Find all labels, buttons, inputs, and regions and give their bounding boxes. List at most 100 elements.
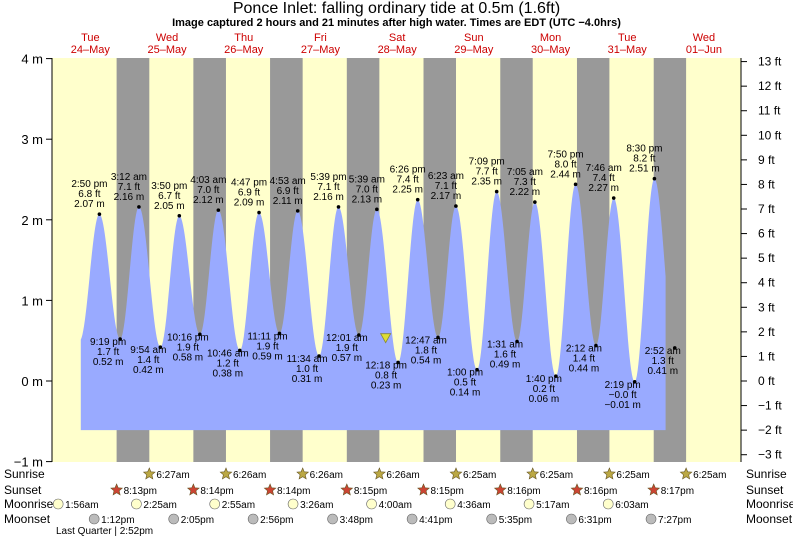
tide-label-time: 1:40 pm — [526, 374, 562, 385]
tide-label-m: 0.49 m — [490, 360, 521, 371]
moonrise-time: 2:25am — [143, 500, 176, 511]
tide-label-time: 5:39 pm — [310, 172, 346, 183]
tide-label-ft: 6.7 ft — [158, 191, 180, 202]
moonrise-icon — [366, 498, 377, 510]
moonrise-icon — [131, 498, 142, 510]
star-icon — [679, 467, 693, 480]
tide-label-m: 0.14 m — [450, 388, 481, 399]
moonrise-time: 5:17am — [536, 500, 569, 511]
tide-label-m: 2.27 m — [588, 183, 619, 194]
tide-label-ft: 1.8 ft — [415, 345, 437, 356]
sunrise-time: 6:25am — [540, 470, 573, 481]
right-tick-label: 4 ft — [758, 276, 775, 290]
tide-label-m: 2.12 m — [193, 195, 224, 206]
tide-label-ft: 7.4 ft — [593, 173, 615, 184]
tide-label-ft: 0.8 ft — [375, 370, 397, 381]
tide-point — [177, 213, 182, 218]
moonset-time: 5:35pm — [499, 515, 532, 526]
moonset-icon — [645, 513, 657, 525]
tide-label-time: 9:54 am — [130, 345, 166, 356]
tide-label-time: 7:50 pm — [548, 149, 584, 160]
tide-point — [158, 345, 163, 349]
tide-label-time: 7:46 am — [586, 163, 622, 174]
moonset-icon — [406, 513, 418, 525]
tide-label-ft: 7.1 ft — [317, 182, 339, 193]
tide-water-area — [80, 178, 666, 431]
star-icon — [340, 483, 354, 496]
tide-label-ft: 7.0 ft — [197, 185, 219, 196]
moonset-time: 3:48pm — [340, 515, 373, 526]
right-tick-label: 13 ft — [758, 55, 782, 69]
moonset-time: 1:12pm — [101, 515, 134, 526]
moonrise-time: 4:00am — [379, 500, 412, 511]
tide-point — [475, 367, 479, 372]
tide-label-ft: 8.2 ft — [633, 154, 655, 165]
tide-point — [357, 333, 361, 337]
right-tick-label: −1 ft — [758, 399, 782, 413]
tide-label-m: 2.11 m — [273, 196, 303, 207]
tide-label-m: 2.22 m — [510, 187, 541, 198]
tide-label-m: 0.38 m — [213, 368, 244, 379]
tide-label-m: 0.58 m — [173, 352, 204, 363]
moonrise-time: 3:26am — [300, 500, 333, 511]
right-tick-label: −3 ft — [758, 448, 782, 462]
tide-label-time: 2:12 am — [566, 344, 602, 355]
tide-label-m: 0.59 m — [252, 351, 283, 362]
tide-label-ft: 7.3 ft — [514, 177, 536, 188]
right-tick-label: 2 ft — [758, 325, 775, 339]
sunset-time: 8:15pm — [354, 486, 387, 497]
tide-point — [238, 348, 242, 353]
tide-point — [494, 189, 499, 194]
day-label: Wed 25–May — [147, 32, 187, 56]
tide-label-ft: 1.9 ft — [336, 343, 358, 354]
right-tick-label: 3 ft — [758, 300, 775, 314]
tide-point — [396, 360, 400, 365]
axes: 4 m 3 m 2 m 1 m 0 m −1 m 13 ft 12 ft 11 ft 10 ft 9… — [14, 52, 783, 470]
tide-label-m: 2.25 m — [392, 185, 423, 196]
tide-label-time: 4:03 am — [190, 175, 226, 186]
tide-label-time: 2:50 pm — [71, 179, 107, 190]
sunrise-time: 6:25am — [616, 470, 649, 481]
moonrise-time: 1:56am — [65, 500, 98, 511]
tide-point — [375, 207, 379, 212]
sunrise-time: 6:26am — [233, 470, 266, 481]
moonrise-icon — [52, 498, 64, 510]
sunset-row-label-right: Sunset — [746, 483, 784, 497]
tide-label-m: 0.54 m — [411, 355, 442, 366]
tide-point — [257, 210, 261, 215]
tide-label-m: 2.35 m — [471, 177, 502, 188]
moonset-time: 2:56pm — [260, 515, 293, 526]
moonset-icon — [566, 513, 577, 525]
sunset-time: 8:13pm — [124, 486, 157, 497]
moonrise-time: 2:55am — [222, 500, 255, 511]
tide-point — [594, 343, 598, 348]
day-label: Tue 24–May — [70, 32, 110, 56]
right-tick-label: 9 ft — [758, 153, 775, 167]
tide-label-ft: 7.4 ft — [397, 175, 419, 186]
tide-point — [216, 208, 221, 212]
tide-label-m: 0.44 m — [569, 364, 600, 375]
tide-label-ft: 6.8 ft — [78, 189, 100, 200]
right-tick-label: 10 ft — [758, 128, 782, 142]
moon-phase-label: Last Quarter | 2:52pm — [56, 526, 153, 537]
sunrise-time: 6:26am — [386, 470, 419, 481]
moonset-time: 6:31pm — [578, 515, 611, 526]
star-icon — [449, 467, 463, 480]
star-icon — [296, 467, 310, 480]
tide-point — [97, 212, 102, 216]
moonset-icon — [88, 513, 100, 525]
star-icon — [526, 467, 540, 480]
day-label: Sat 28–May — [377, 32, 417, 56]
tide-label-ft: 1.9 ft — [256, 341, 278, 352]
moonrise-icon — [523, 498, 535, 510]
current-level-marker — [379, 333, 392, 344]
tide-point — [295, 209, 300, 213]
moonrise-time: 6:03am — [615, 500, 648, 511]
star-icon — [186, 483, 200, 496]
tide-label-ft: 1.3 ft — [652, 356, 674, 367]
tide-label-m: 2.51 m — [629, 164, 660, 175]
tide-label-m: 0.31 m — [292, 374, 323, 385]
tide-label-time: 11:34 am — [287, 354, 328, 365]
tide-point — [533, 200, 537, 204]
